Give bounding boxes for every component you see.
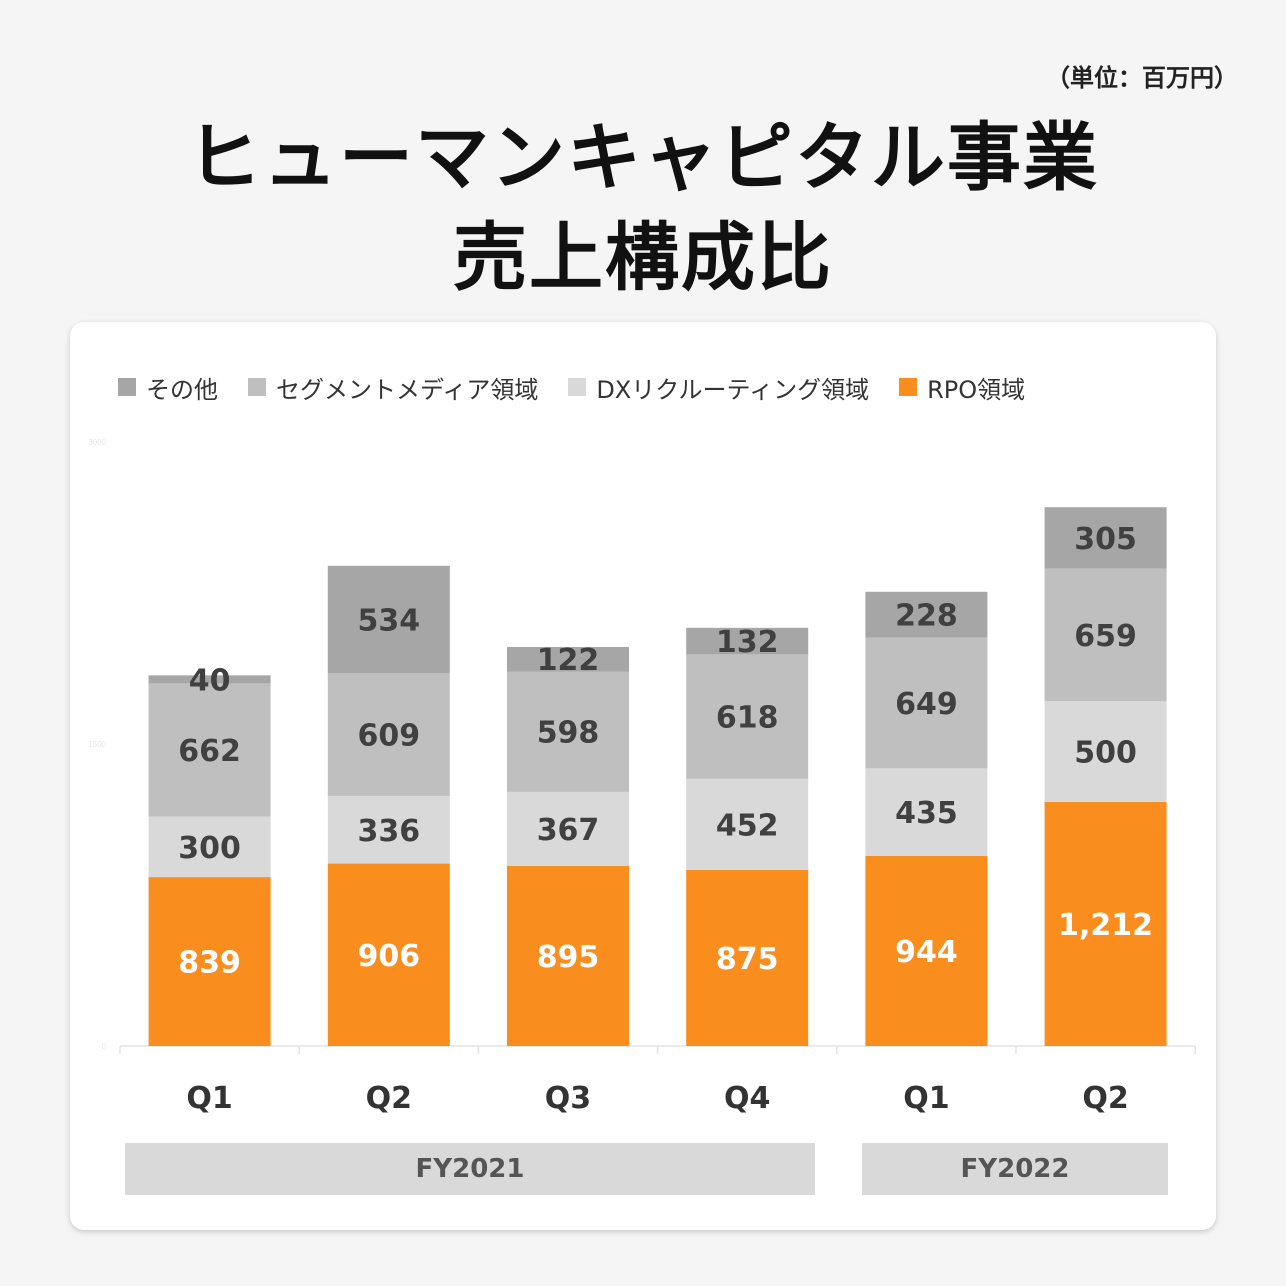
x-category-label: Q2 (1082, 1081, 1128, 1116)
bar-segment-rpo (865, 855, 988, 1046)
data-label-dx-recruiting: 300 (178, 831, 241, 866)
y-tick-label: 0 (102, 1042, 107, 1051)
data-label-other: 305 (1074, 522, 1137, 557)
data-label-rpo: 944 (895, 935, 958, 970)
chart-legend: その他 セグメントメディア領域 DXリクルーティング領域 RPO領域 (118, 370, 1025, 404)
legend-label-dx-recruiting: DXリクルーティング領域 (596, 375, 870, 404)
bar-segment-dx-recruiting (1044, 701, 1167, 802)
bar-segment-segment-media (686, 654, 809, 779)
bar-segment-other (686, 627, 809, 655)
legend-item-segment-media: セグメントメディア領域 (248, 370, 538, 405)
x-category-label: Q1 (903, 1081, 949, 1116)
x-category-label: Q2 (366, 1081, 412, 1116)
x-category-label: Q3 (545, 1081, 591, 1116)
unit-label: （単位：百万円） (1046, 64, 1238, 92)
legend-label-other: その他 (146, 375, 218, 404)
legend-swatch-rpo (899, 378, 918, 396)
bar-segment-rpo (1044, 801, 1167, 1046)
fiscal-year-label-fy2022: FY2022 (862, 1143, 1168, 1195)
data-label-other: 132 (716, 625, 779, 660)
legend-label-segment-media: セグメントメディア領域 (276, 375, 539, 404)
x-category-label: Q4 (724, 1081, 770, 1116)
data-label-segment-media: 609 (357, 719, 420, 754)
data-label-dx-recruiting: 367 (537, 813, 600, 848)
data-label-segment-media: 649 (895, 687, 958, 722)
bar-segment-other (1044, 507, 1167, 569)
data-label-dx-recruiting: 435 (895, 796, 958, 831)
data-label-rpo: 906 (357, 939, 420, 974)
bar-segment-dx-recruiting (327, 795, 450, 864)
stacked-bar-chart: 0 1500 3000 839 300 662 40 Q1 906 336 609 534 Q2 895 3… (88, 438, 1196, 1116)
bar-segment-segment-media (507, 671, 629, 792)
bar-segment-other (148, 675, 271, 684)
bar-segment-rpo (327, 863, 450, 1046)
legend-item-other: その他 (118, 370, 218, 405)
bar-segment-segment-media (148, 683, 271, 817)
legend-swatch-other (118, 378, 136, 396)
bar-segment-segment-media (327, 673, 450, 796)
bar-segment-other (327, 565, 450, 674)
legend-label-rpo: RPO領域 (927, 375, 1026, 404)
bar-segment-dx-recruiting (507, 791, 629, 866)
bar-segment-rpo (686, 869, 809, 1046)
bar-segment-dx-recruiting (865, 768, 988, 856)
bar-segment-rpo (507, 865, 629, 1046)
data-label-other: 40 (189, 663, 231, 698)
data-label-rpo: 875 (716, 942, 779, 977)
data-label-other: 534 (357, 604, 420, 639)
bar-segment-dx-recruiting (148, 816, 271, 878)
legend-item-rpo: RPO領域 (899, 370, 1025, 405)
bar-segment-segment-media (865, 637, 988, 769)
legend-swatch-dx-recruiting (568, 378, 587, 396)
y-tick-label: 3000 (88, 438, 106, 447)
data-label-rpo: 895 (537, 940, 600, 975)
data-label-dx-recruiting: 452 (716, 808, 779, 843)
title-line-1: ヒューマンキャピタル事業 (187, 115, 1099, 201)
fiscal-year-label-fy2021: FY2021 (125, 1143, 815, 1195)
data-label-dx-recruiting: 336 (357, 814, 420, 849)
data-label-segment-media: 662 (178, 734, 241, 769)
data-label-rpo: 1,212 (1058, 908, 1153, 943)
bar-segment-other (865, 591, 988, 638)
data-label-rpo: 839 (178, 946, 241, 981)
legend-swatch-segment-media (248, 378, 266, 396)
y-tick-label: 1500 (88, 740, 106, 749)
data-label-dx-recruiting: 500 (1074, 736, 1137, 771)
x-category-label: Q1 (186, 1081, 232, 1116)
bar-segment-other (507, 646, 629, 672)
page-title: ヒューマンキャピタル事業 売上構成比 (0, 108, 1286, 308)
legend-item-dx-recruiting: DXリクルーティング領域 (568, 370, 869, 405)
chart-card: その他 セグメントメディア領域 DXリクルーティング領域 RPO領域 0 1500… (70, 322, 1216, 1230)
data-label-segment-media: 659 (1074, 619, 1137, 654)
bar-segment-dx-recruiting (686, 778, 809, 870)
data-label-other: 228 (895, 599, 958, 634)
title-line-2: 売上構成比 (453, 215, 833, 301)
bar-segment-segment-media (1044, 568, 1167, 702)
data-label-other: 122 (537, 643, 600, 678)
data-label-segment-media: 618 (716, 701, 779, 736)
bar-segment-rpo (148, 877, 271, 1046)
data-label-segment-media: 598 (537, 716, 600, 751)
